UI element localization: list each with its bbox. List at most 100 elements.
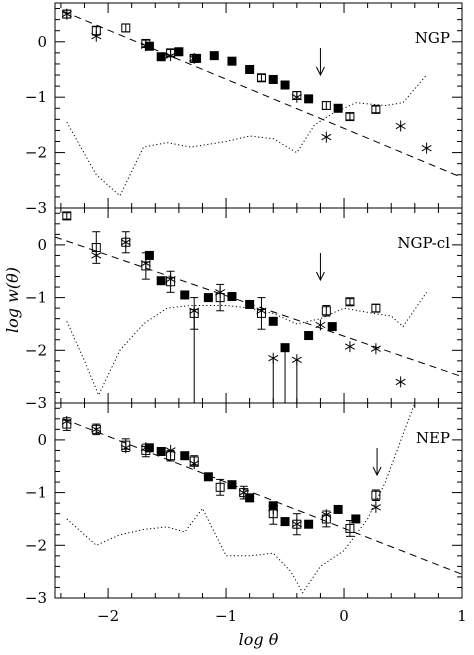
- filled-square-point: [333, 103, 343, 113]
- filled-square-point: [351, 514, 361, 524]
- panel-ngp-cl: −3 −2 −1 0 NGP-cl: [25, 207, 463, 412]
- y-tick-label: −3: [25, 589, 47, 607]
- shared-x-axis: −2 −1 0 1: [97, 607, 467, 625]
- asterisk-point: [238, 487, 249, 499]
- filled-square-point: [174, 47, 184, 57]
- filled-square-point: [227, 56, 237, 66]
- x-tick-label: 0: [339, 607, 349, 625]
- open-square-point: [62, 211, 72, 221]
- asterisk-point: [421, 142, 432, 154]
- open-square-point: [256, 73, 266, 83]
- filled-square-point: [180, 451, 190, 461]
- arrow-indicator-head: [372, 466, 382, 477]
- filled-square-point: [227, 292, 237, 302]
- filled-square-point: [327, 322, 337, 332]
- open-square-point: [371, 303, 381, 313]
- y-tick-label: −1: [25, 289, 47, 307]
- filled-square-point: [304, 94, 314, 104]
- asterisk-point: [395, 376, 406, 388]
- asterisk-point: [321, 131, 332, 143]
- open-square-point: [345, 297, 355, 307]
- open-square-point: [371, 104, 381, 114]
- y-tick-label: 0: [37, 431, 47, 449]
- asterisk-point: [140, 442, 151, 454]
- filled-square-point: [245, 299, 255, 309]
- asterisk-point: [120, 442, 131, 454]
- filled-square-point: [245, 64, 255, 74]
- asterisk-point: [189, 458, 200, 470]
- arrow-indicator-head: [315, 66, 325, 77]
- filled-square-point: [209, 51, 219, 61]
- y-tick-label: −1: [25, 88, 47, 106]
- filled-square-point: [203, 472, 213, 482]
- panel-ngp: −3 −2 −1 0 NGP: [25, 2, 463, 217]
- open-square-point: [345, 112, 355, 122]
- arrow-indicator-head: [315, 271, 325, 282]
- asterisk-point: [395, 120, 406, 132]
- y-tick-label: −2: [25, 144, 47, 162]
- filled-square-point: [203, 293, 213, 303]
- asterisk-point: [215, 286, 226, 298]
- open-square-point: [321, 101, 331, 110]
- y-tick-label: −3: [25, 394, 47, 412]
- x-tick-label: 1: [457, 607, 467, 625]
- filled-square-point: [245, 493, 255, 503]
- noise-level-curve: [66, 74, 427, 197]
- asterisk-point: [291, 354, 302, 366]
- open-square-point: [215, 482, 225, 492]
- x-tick-label: −2: [97, 607, 119, 625]
- asterisk-point: [370, 343, 381, 355]
- panel-label: NGP-cl: [397, 234, 450, 252]
- filled-square-point: [268, 316, 278, 326]
- filled-square-point: [304, 519, 314, 529]
- open-square-point: [321, 306, 331, 316]
- panel-label: NGP: [415, 29, 450, 47]
- y-tick-label: −1: [25, 484, 47, 502]
- filled-square-point: [268, 74, 278, 84]
- panel-frame: [54, 2, 463, 209]
- asterisk-point: [91, 249, 102, 261]
- asterisk-point: [165, 444, 176, 456]
- asterisk-point: [370, 501, 381, 513]
- filled-square-point: [280, 517, 290, 527]
- y-tick-label: −3: [25, 199, 47, 217]
- asterisk-point: [268, 502, 279, 514]
- asterisk-point: [256, 305, 267, 317]
- power-law-fit-line: [54, 236, 463, 378]
- asterisk-point: [189, 305, 200, 317]
- open-square-point: [371, 490, 381, 500]
- x-axis-title: log θ: [239, 630, 279, 649]
- asterisk-point: [344, 341, 355, 353]
- x-tick-label: −1: [215, 607, 237, 625]
- panel-label: NEP: [416, 429, 450, 447]
- asterisk-point: [165, 50, 176, 62]
- filled-square-point: [156, 446, 166, 456]
- filled-square-point: [227, 480, 237, 490]
- asterisk-point: [321, 509, 332, 521]
- asterisk-point: [140, 40, 151, 52]
- asterisk-point: [120, 236, 131, 248]
- asterisk-point: [291, 518, 302, 530]
- filled-square-point: [156, 276, 166, 286]
- y-tick-label: 0: [37, 33, 47, 51]
- filled-square-point: [180, 290, 190, 300]
- asterisk-point: [165, 273, 176, 285]
- panel-nep: −3 −2 −1 0 NEP: [25, 402, 463, 607]
- noise-level-curve: [66, 402, 416, 594]
- asterisk-point: [268, 352, 279, 364]
- asterisk-point: [140, 257, 151, 269]
- asterisk-point: [91, 423, 102, 435]
- filled-square-point: [144, 250, 154, 260]
- asterisk-point: [61, 415, 72, 427]
- asterisk-point: [315, 319, 326, 331]
- panel-frame: [54, 402, 463, 599]
- power-law-fit-line: [63, 10, 463, 178]
- y-tick-label: −2: [25, 341, 47, 359]
- open-square-point: [121, 23, 131, 33]
- filled-square-point: [144, 41, 154, 51]
- open-square-point: [345, 523, 355, 533]
- asterisk-point: [291, 91, 302, 103]
- y-tick-label: 0: [37, 236, 47, 254]
- asterisk-point: [91, 30, 102, 42]
